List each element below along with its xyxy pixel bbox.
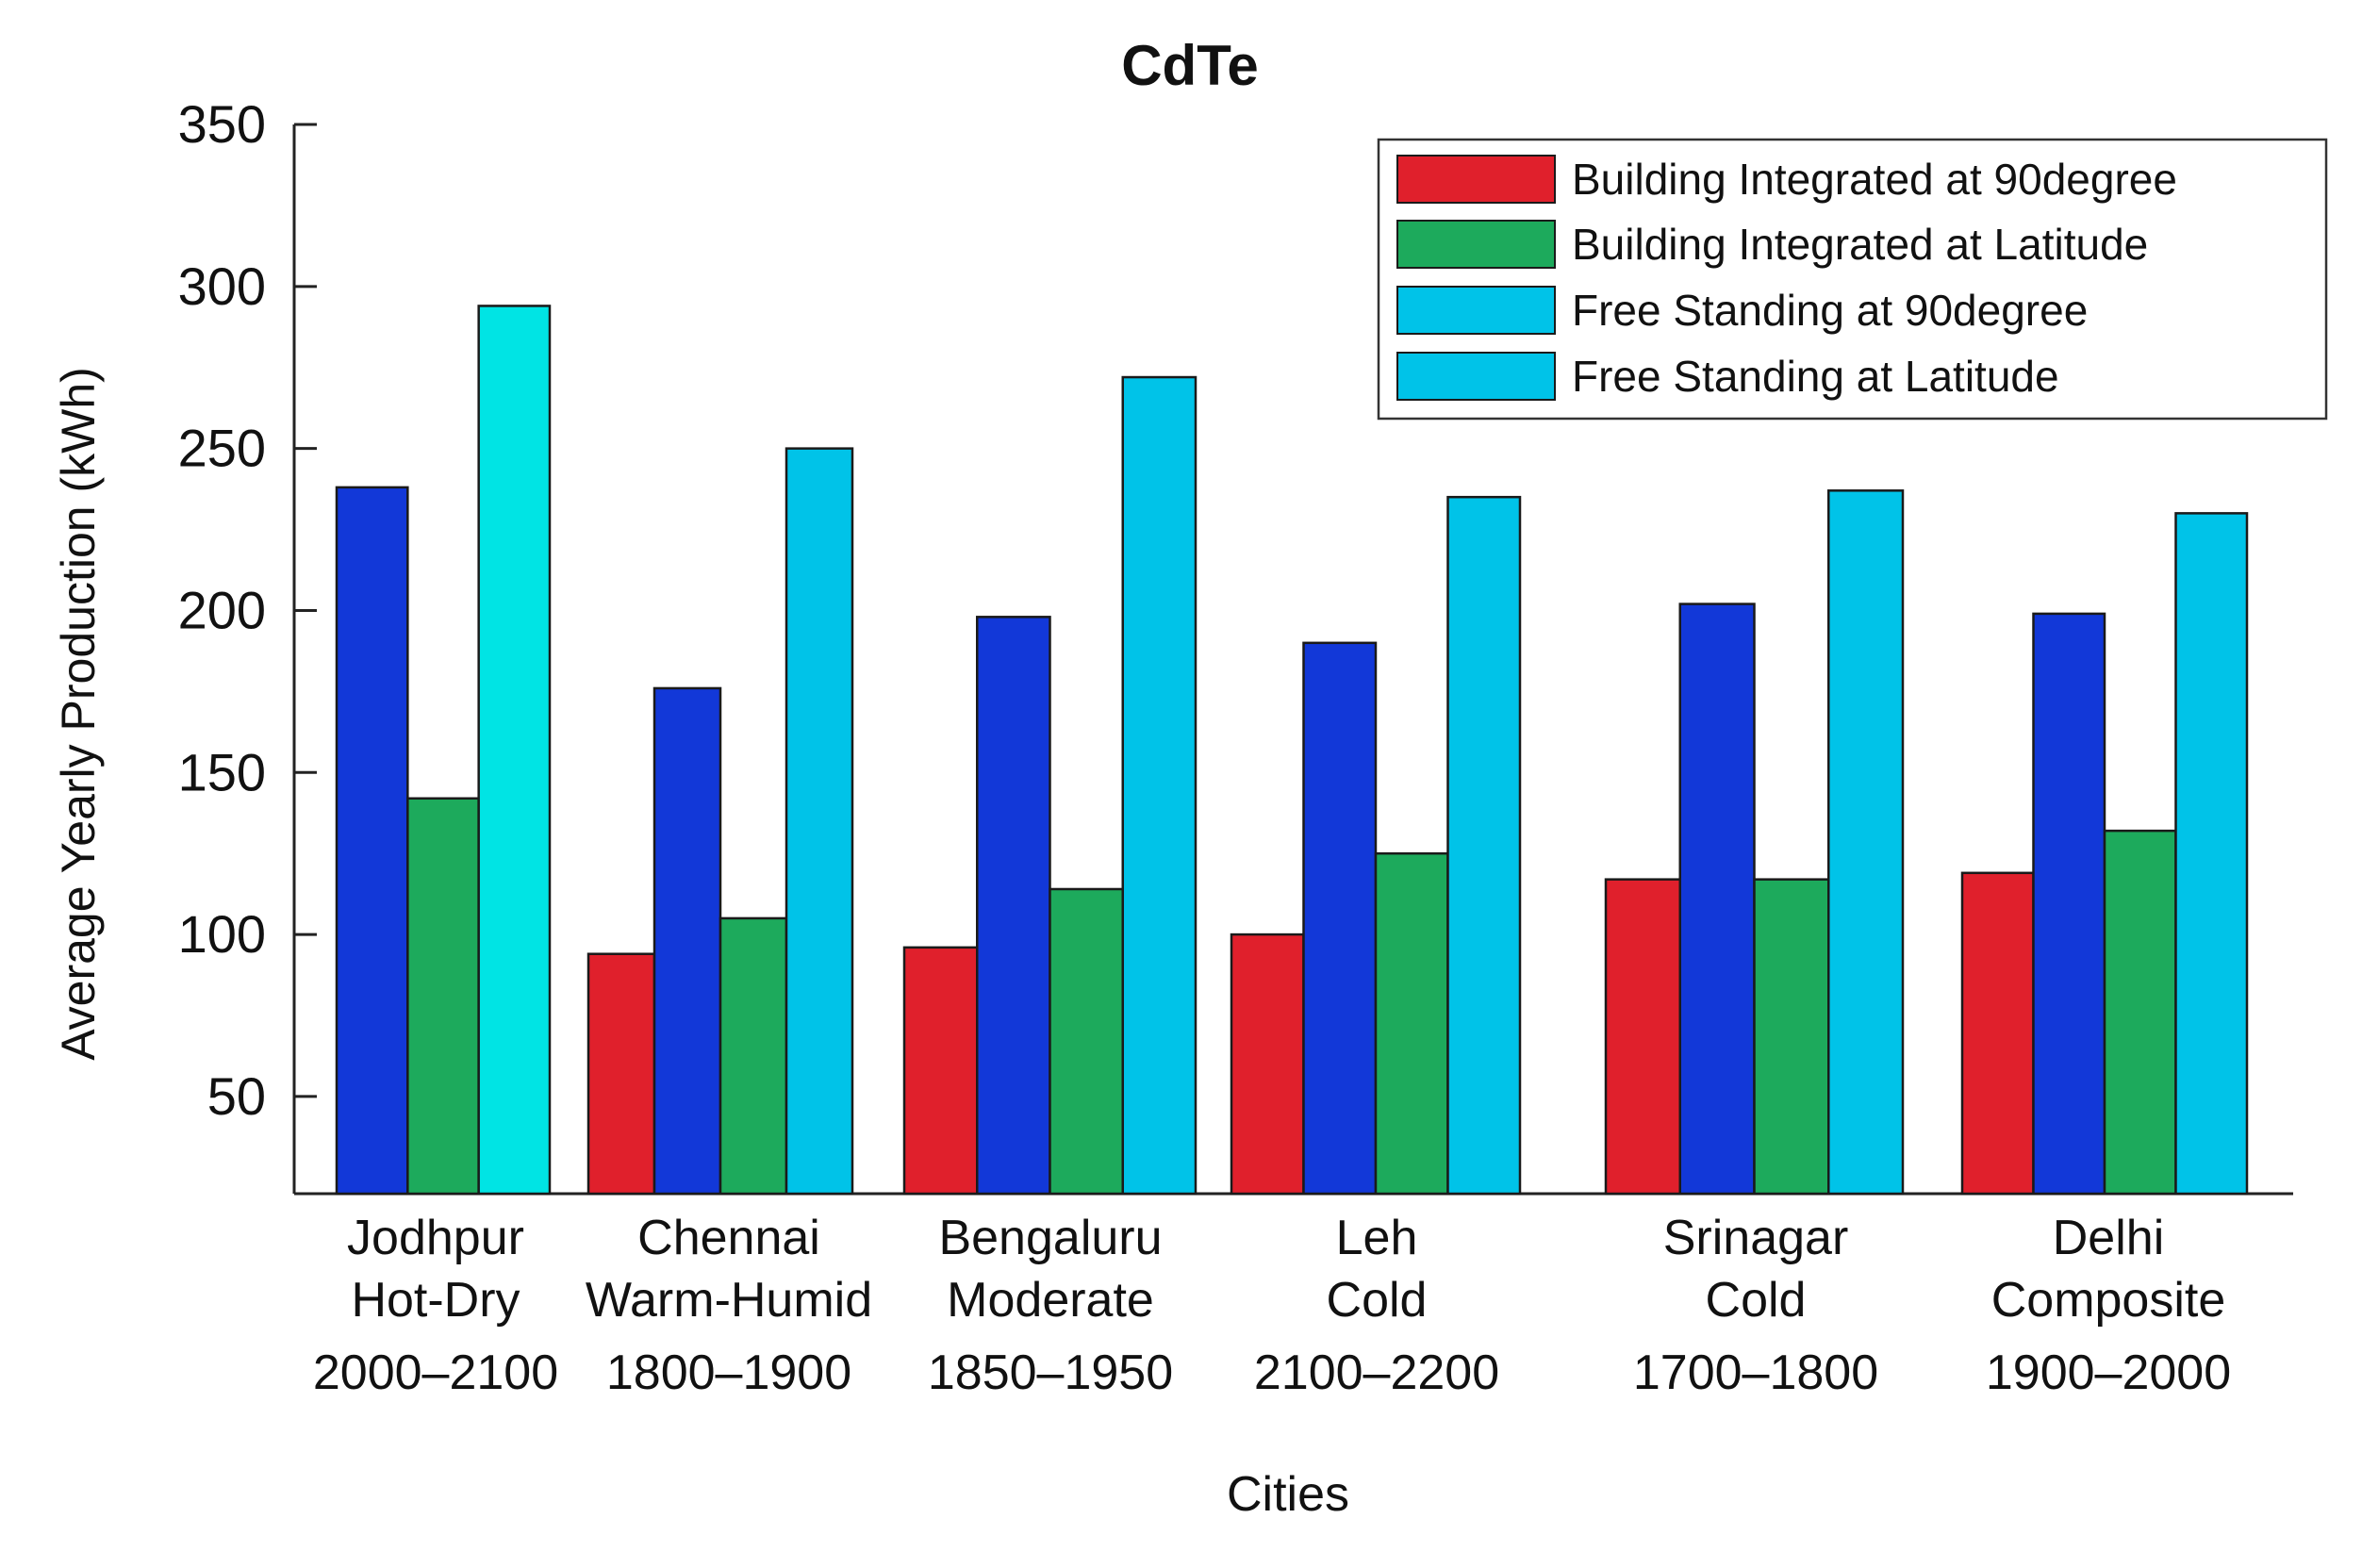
category-labels: Jodhpur Hot-Dry 2000–2100 Chennai Warm-Humid…: [313, 1211, 2231, 1400]
category-city-label: Jodhpur: [347, 1211, 524, 1265]
y-tick-label: 350: [178, 94, 266, 154]
bar-cyan-bar-leh: [1446, 495, 1522, 1196]
category-climate-label: Warm-Humid: [586, 1273, 872, 1328]
bar-cyan-bar-srinagar: [1827, 489, 1905, 1196]
bar-cyan-bar-delhi: [2174, 512, 2249, 1196]
category-climate-label: Composite: [1991, 1273, 2226, 1328]
bar-green-bar-srinagar: [1753, 878, 1830, 1196]
bar-red-bar-bengaluru: [902, 946, 979, 1196]
bar-blue-bar-chennai: [652, 686, 722, 1196]
y-axis: 50 100 150 200 250 300 350: [178, 94, 317, 1194]
legend-swatch: [1396, 286, 1556, 335]
category-city-label: Leh: [1336, 1211, 1418, 1265]
category-range-label: 1900–2000: [1986, 1345, 2231, 1400]
category-city-label: Bengaluru: [938, 1211, 1162, 1265]
legend-label: Free Standing at Latitude: [1572, 352, 2059, 401]
bar-red-bar-delhi: [1960, 871, 2035, 1196]
bar-blue-bar-leh: [1302, 641, 1378, 1196]
bar-green-bar-leh: [1374, 851, 1449, 1196]
x-axis-label: Cities: [1227, 1467, 1349, 1522]
category-range-label: 1800–1900: [606, 1345, 851, 1400]
y-axis-label: Average Yearly Production (kWh): [52, 367, 105, 1061]
chart-title: CdTe: [1121, 34, 1259, 97]
bar-blue-bar-bengaluru: [976, 616, 1051, 1196]
category-range-label: 1700–1800: [1633, 1345, 1878, 1400]
bar-red-bar-leh: [1230, 933, 1305, 1196]
y-tick-label: 300: [178, 256, 266, 316]
bar-green-bar-bengaluru: [1049, 887, 1124, 1196]
category-range-label: 2000–2100: [313, 1345, 558, 1400]
legend-swatch: [1396, 220, 1556, 269]
legend: Building Integrated at 90degree Building …: [1377, 138, 2328, 421]
bar-green-bar-delhi: [2103, 829, 2177, 1196]
category-range-label: 2100–2200: [1254, 1345, 1499, 1400]
bars: [335, 305, 2249, 1196]
category-climate-label: Cold: [1706, 1273, 1807, 1328]
bar-blue-bar-delhi: [2032, 612, 2106, 1196]
category-climate-label: Moderate: [947, 1273, 1154, 1328]
legend-swatch: [1396, 155, 1556, 204]
y-tick-label: 150: [178, 742, 266, 801]
category-climate-label: Cold: [1327, 1273, 1428, 1328]
y-tick-label: 250: [178, 419, 266, 478]
category-city-label: Srinagar: [1663, 1211, 1849, 1265]
legend-label: Building Integrated at Latitude: [1572, 220, 2148, 269]
bar-cyan-bar-jodhpur: [477, 305, 552, 1196]
legend-label: Building Integrated at 90degree: [1572, 155, 2177, 204]
legend-swatch: [1396, 352, 1556, 401]
bar-cyan-bar-chennai: [785, 447, 854, 1196]
category-climate-label: Hot-Dry: [351, 1273, 520, 1328]
bar-blue-bar-jodhpur: [335, 486, 409, 1196]
category-city-label: Chennai: [637, 1211, 820, 1265]
bar-green-bar-jodhpur: [406, 797, 480, 1196]
category-range-label: 1850–1950: [928, 1345, 1173, 1400]
bar-green-bar-chennai: [719, 916, 788, 1196]
y-tick-label: 100: [178, 904, 266, 964]
y-tick-label: 50: [207, 1066, 266, 1126]
category-city-label: Delhi: [2053, 1211, 2165, 1265]
legend-label: Free Standing at 90degree: [1572, 286, 2088, 335]
bar-red-bar-srinagar: [1604, 878, 1681, 1196]
y-tick-label: 200: [178, 580, 266, 639]
bar-cyan-bar-bengaluru: [1121, 375, 1198, 1196]
bar-blue-bar-srinagar: [1678, 602, 1756, 1196]
bar-red-bar-chennai: [586, 952, 656, 1196]
